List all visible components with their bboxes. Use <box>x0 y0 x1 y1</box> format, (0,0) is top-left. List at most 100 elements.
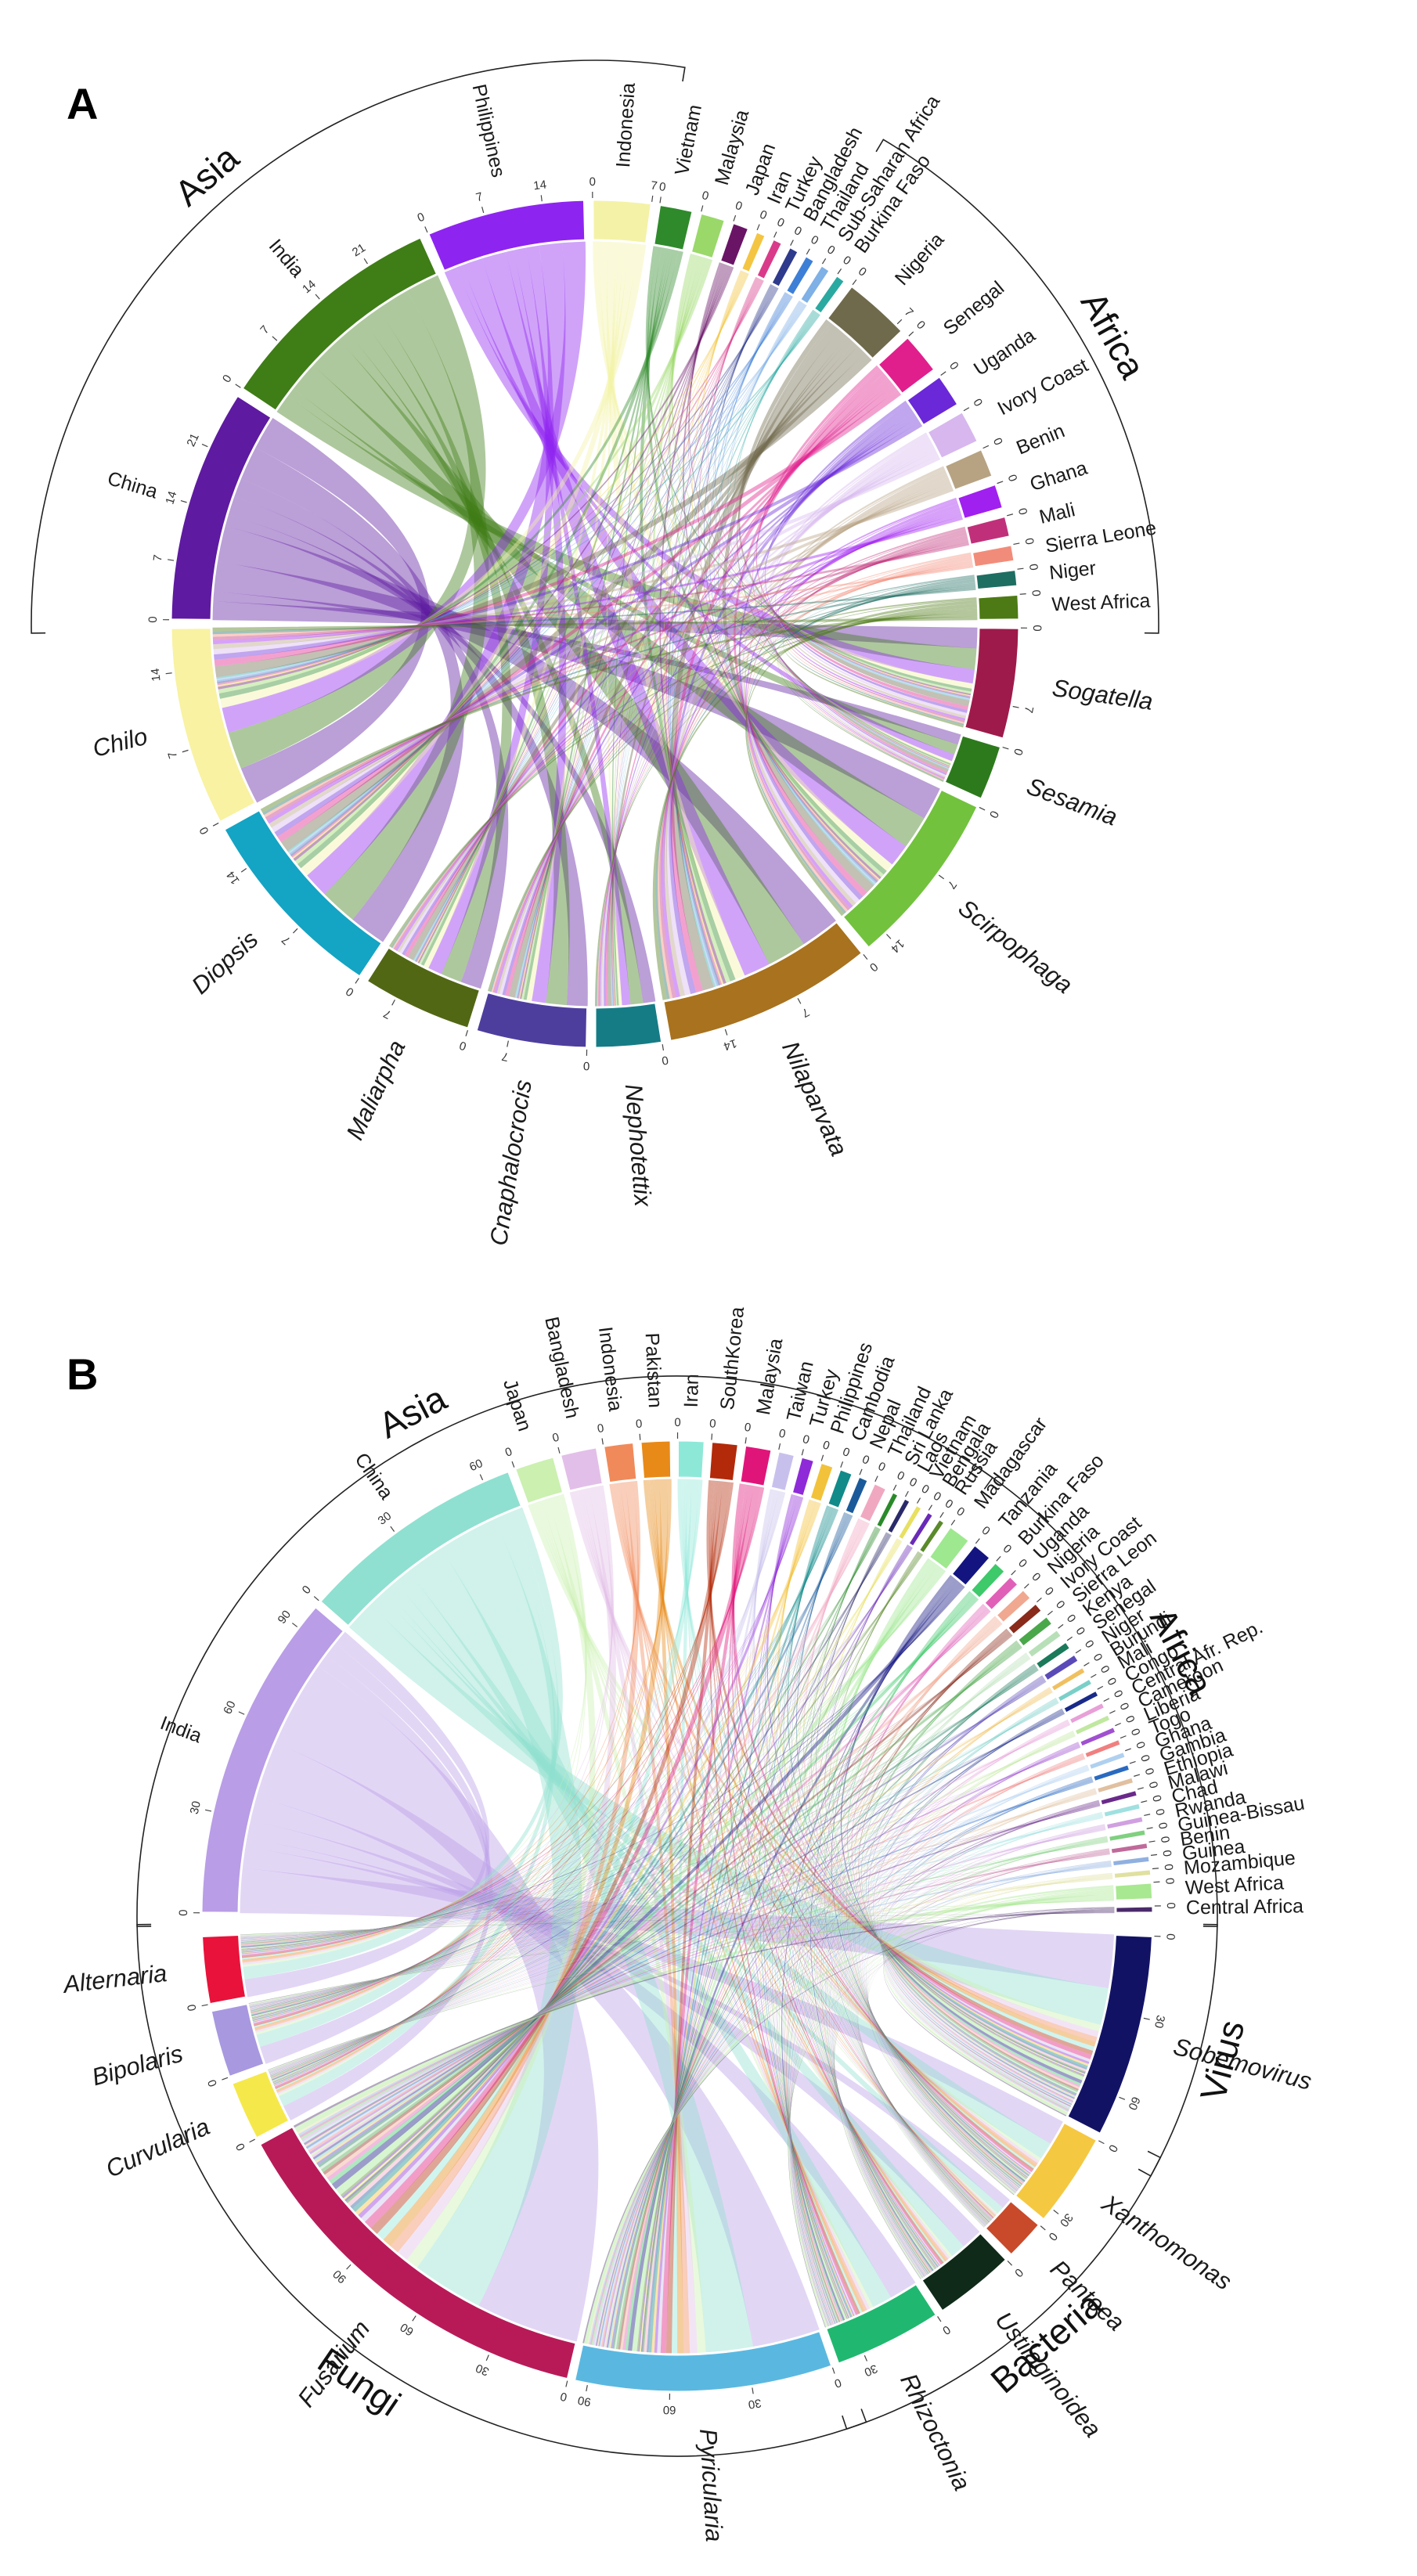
tick-label: 0 <box>970 397 985 409</box>
ribbon-cnaphalocrocis-philippines <box>513 246 567 1004</box>
arc-west-africa <box>1112 1881 1155 1902</box>
ribbon-sobemovirus-india <box>239 1868 1116 1989</box>
tick-label: 0 <box>1105 2142 1120 2154</box>
arc-congo <box>1061 1688 1102 1716</box>
tick-mark <box>540 195 543 202</box>
tick-mark <box>601 1438 604 1445</box>
segment-india: 0 30 60 90 India <box>157 1605 346 1916</box>
tick-label: 0 <box>1015 506 1030 516</box>
tick-mark <box>874 1475 878 1483</box>
tick-mark <box>852 279 857 286</box>
arc-vietnam <box>896 1503 925 1542</box>
tick-mark <box>937 2316 942 2322</box>
tick-mark <box>1098 2140 1105 2145</box>
tick-label: 0 <box>1022 537 1036 546</box>
ribbon-nilaparvata-nigeria <box>669 329 849 993</box>
tick-label: 0 <box>1156 1821 1170 1830</box>
tick-mark <box>313 1596 319 1601</box>
region-label-asia: Asia <box>372 1377 453 1446</box>
arc-nigeria <box>825 284 904 362</box>
arc-nilaparvata <box>662 920 864 1043</box>
tick-label: 0 <box>590 175 596 189</box>
tick-label: 0 <box>1064 1612 1079 1625</box>
label-malaysia: Malaysia <box>752 1337 787 1417</box>
tick-mark <box>859 1468 863 1475</box>
region-bracket <box>967 1465 1218 1928</box>
tick-label: 0 <box>1030 625 1044 632</box>
tick-label: 0 <box>1159 1850 1174 1857</box>
label-xanthomonas: Xanthomonas <box>1097 2189 1237 2295</box>
ribbon-fusarium-india <box>274 1665 599 2343</box>
ribbon-sogatella-china <box>211 600 979 649</box>
segment-pyricularia: 0 30 60 90 Pyricularia <box>572 2329 843 2542</box>
arc-chilo <box>169 626 258 824</box>
tick-label: 0 <box>551 1431 561 1446</box>
tick-label: 0 <box>986 809 1001 820</box>
arc-laos <box>885 1496 913 1536</box>
tick-mark <box>885 934 892 939</box>
label-uganda: Uganda <box>970 324 1040 380</box>
arc-scirpophaga <box>840 787 980 950</box>
arc-malawi <box>1098 1788 1140 1807</box>
ribbon-curvularia-pakistan <box>275 1478 669 2092</box>
segment-alternaria: 0 Alternaria <box>60 1933 248 2012</box>
segment-indonesia: 0 7 Indonesia <box>590 82 658 246</box>
tick-mark <box>346 2264 352 2270</box>
tick-mark <box>1053 2210 1059 2214</box>
arc-ivory-coast <box>925 409 980 461</box>
tick-label: 0 <box>856 265 869 279</box>
tick-mark <box>201 443 208 448</box>
label-central-africa: Central Africa <box>1186 1895 1304 1918</box>
arc-thailand <box>784 254 817 297</box>
tick-mark <box>1115 1722 1121 1727</box>
label-rhizoctonia: Rhizoctonia <box>895 2369 975 2495</box>
tick-label: 0 <box>1091 1652 1105 1664</box>
tick-label: 7 <box>166 750 181 760</box>
arc-ghana <box>1087 1749 1128 1772</box>
tick-label: 0 <box>1158 1836 1172 1844</box>
tick-mark <box>1120 1735 1127 1739</box>
tick-label: 7 <box>500 1050 510 1064</box>
arc-sri-lanka <box>874 1490 901 1530</box>
arc-maliarpha <box>365 945 482 1031</box>
tick-label: 0 <box>1029 1570 1043 1584</box>
tick-label: 0 <box>895 1468 907 1483</box>
tick-mark <box>1134 1774 1141 1777</box>
tick-mark <box>1002 746 1009 750</box>
panel-label-a: A <box>67 79 98 128</box>
ribbon-sesamia-ivory-coast <box>766 434 948 777</box>
arc-philippines <box>808 1461 836 1504</box>
tick-label: 0 <box>583 1059 590 1072</box>
arc-cambodia <box>825 1467 855 1511</box>
tick-mark <box>1006 513 1014 517</box>
tick-mark <box>1091 1673 1097 1678</box>
tick-label: 0 <box>300 1583 314 1597</box>
ribbon-sogatella-uganda <box>764 399 969 714</box>
tick-label: 0 <box>919 1482 932 1497</box>
tick-label: 30 <box>376 1509 395 1528</box>
tick-label: 0 <box>1146 1780 1161 1790</box>
tick-mark <box>940 371 946 376</box>
label-ghana: Ghana <box>1027 457 1090 495</box>
arc-senegal <box>875 335 937 396</box>
label-indonesia: Indonesia <box>594 1325 626 1412</box>
tick-label: 0 <box>344 984 356 999</box>
tick-mark <box>1013 542 1020 546</box>
ribbon-nilaparvata-japan <box>659 262 727 985</box>
ribbon-xanthomonas-uganda <box>840 1604 1025 2185</box>
region-bracket <box>31 59 686 634</box>
tick-label: 0 <box>931 1490 943 1504</box>
tick-mark <box>1097 1685 1104 1690</box>
label-maliarpha: Maliarpha <box>341 1036 410 1144</box>
tick-label: 30 <box>474 2361 491 2378</box>
tick-mark <box>412 2315 416 2322</box>
segment-niger: 0 Niger <box>974 557 1097 592</box>
tick-mark <box>1125 1748 1131 1752</box>
tick-label: 0 <box>559 2389 568 2403</box>
arc-tanzania <box>949 1543 993 1588</box>
tick-label: 90 <box>330 2267 349 2286</box>
tick-mark <box>863 953 868 960</box>
tick-mark <box>1150 1854 1158 1856</box>
tick-mark <box>363 258 368 265</box>
